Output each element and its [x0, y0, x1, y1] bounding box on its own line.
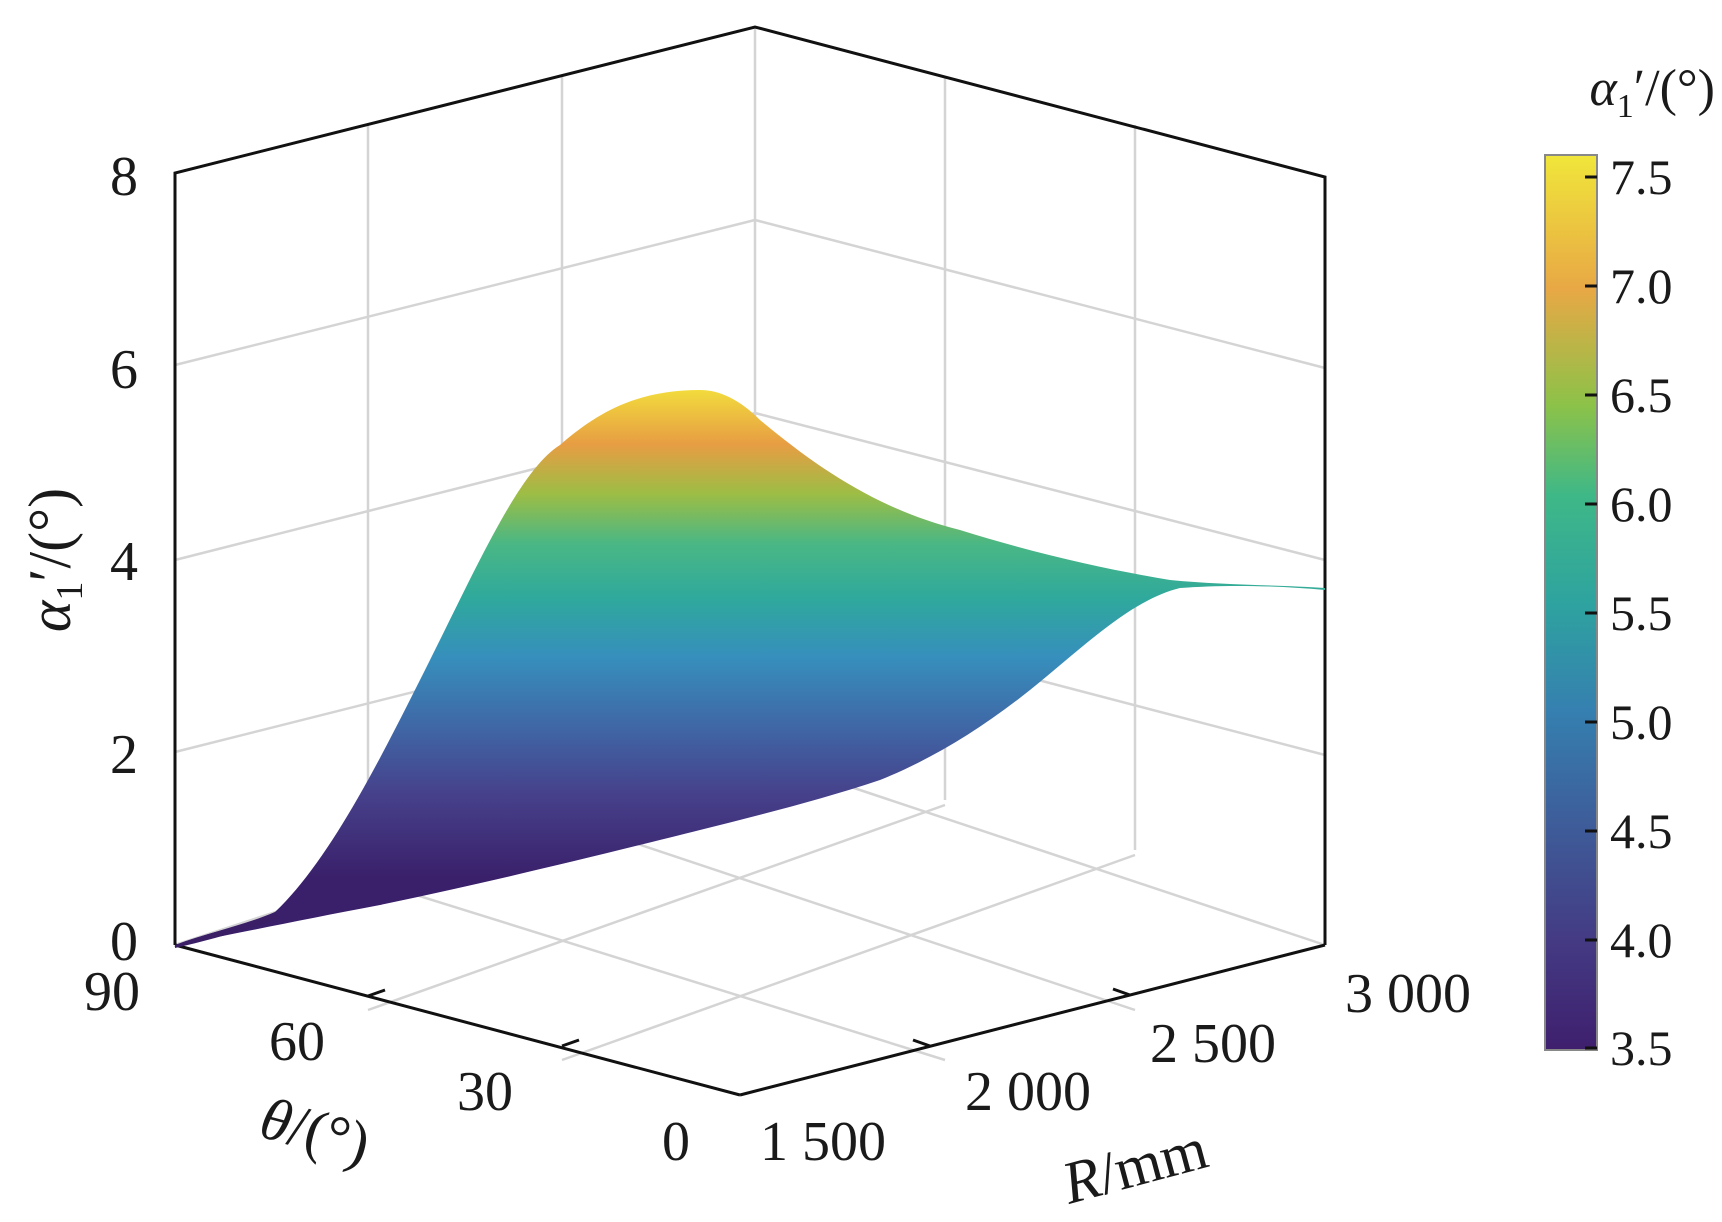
z-tick: 0 — [110, 911, 138, 973]
theta-axis: 90 60 30 0 θ/(°) — [84, 961, 690, 1177]
theta-tick: 60 — [269, 1011, 325, 1073]
r-tick: 2 000 — [965, 1061, 1091, 1123]
z-tick: 4 — [110, 531, 138, 593]
surface-edge-strip — [175, 912, 280, 948]
colorbar-tick: 4.5 — [1610, 803, 1673, 859]
colorbar: α1′/(°) 3.5 4.0 4.5 5.0 5.5 6.0 6.5 7.0 … — [1544, 60, 1715, 1076]
r-tick: 2 500 — [1150, 1013, 1276, 1075]
z-tick: 8 — [110, 146, 138, 208]
theta-tick: 90 — [84, 961, 140, 1023]
theta-tick: 0 — [662, 1111, 690, 1173]
colorbar-tick: 7.5 — [1610, 149, 1673, 205]
colorbar-tick: 7.0 — [1610, 258, 1673, 314]
colorbar-tick: 6.5 — [1610, 367, 1673, 423]
axis-box — [173, 25, 1327, 1097]
surface-mesh — [175, 390, 1325, 945]
z-tick: 2 — [110, 724, 138, 786]
colorbar-tick: 6.0 — [1610, 476, 1673, 532]
r-tick: 3 000 — [1345, 963, 1471, 1025]
colorbar-gradient — [1544, 154, 1598, 1051]
r-tick: 1 500 — [760, 1111, 886, 1173]
colorbar-tick: 5.5 — [1610, 585, 1673, 641]
colorbar-tick: 4.0 — [1610, 912, 1673, 968]
z-axis-label: α1′/(°) — [17, 488, 91, 632]
r-axis-label: R/mm — [1054, 1115, 1214, 1217]
colorbar-ticks — [1585, 175, 1597, 1050]
colorbar-tick: 3.5 — [1610, 1020, 1673, 1076]
r-axis: 1 500 2 000 2 500 3 000 R/mm — [760, 963, 1471, 1217]
colorbar-tick: 5.0 — [1610, 694, 1673, 750]
theta-axis-label: θ/(°) — [253, 1085, 376, 1177]
z-tick: 6 — [110, 339, 138, 401]
z-axis: 0 2 4 6 8 α1′/(°) — [17, 146, 138, 973]
theta-tick: 30 — [457, 1061, 513, 1123]
colorbar-title: α1′/(°) — [1589, 60, 1715, 125]
